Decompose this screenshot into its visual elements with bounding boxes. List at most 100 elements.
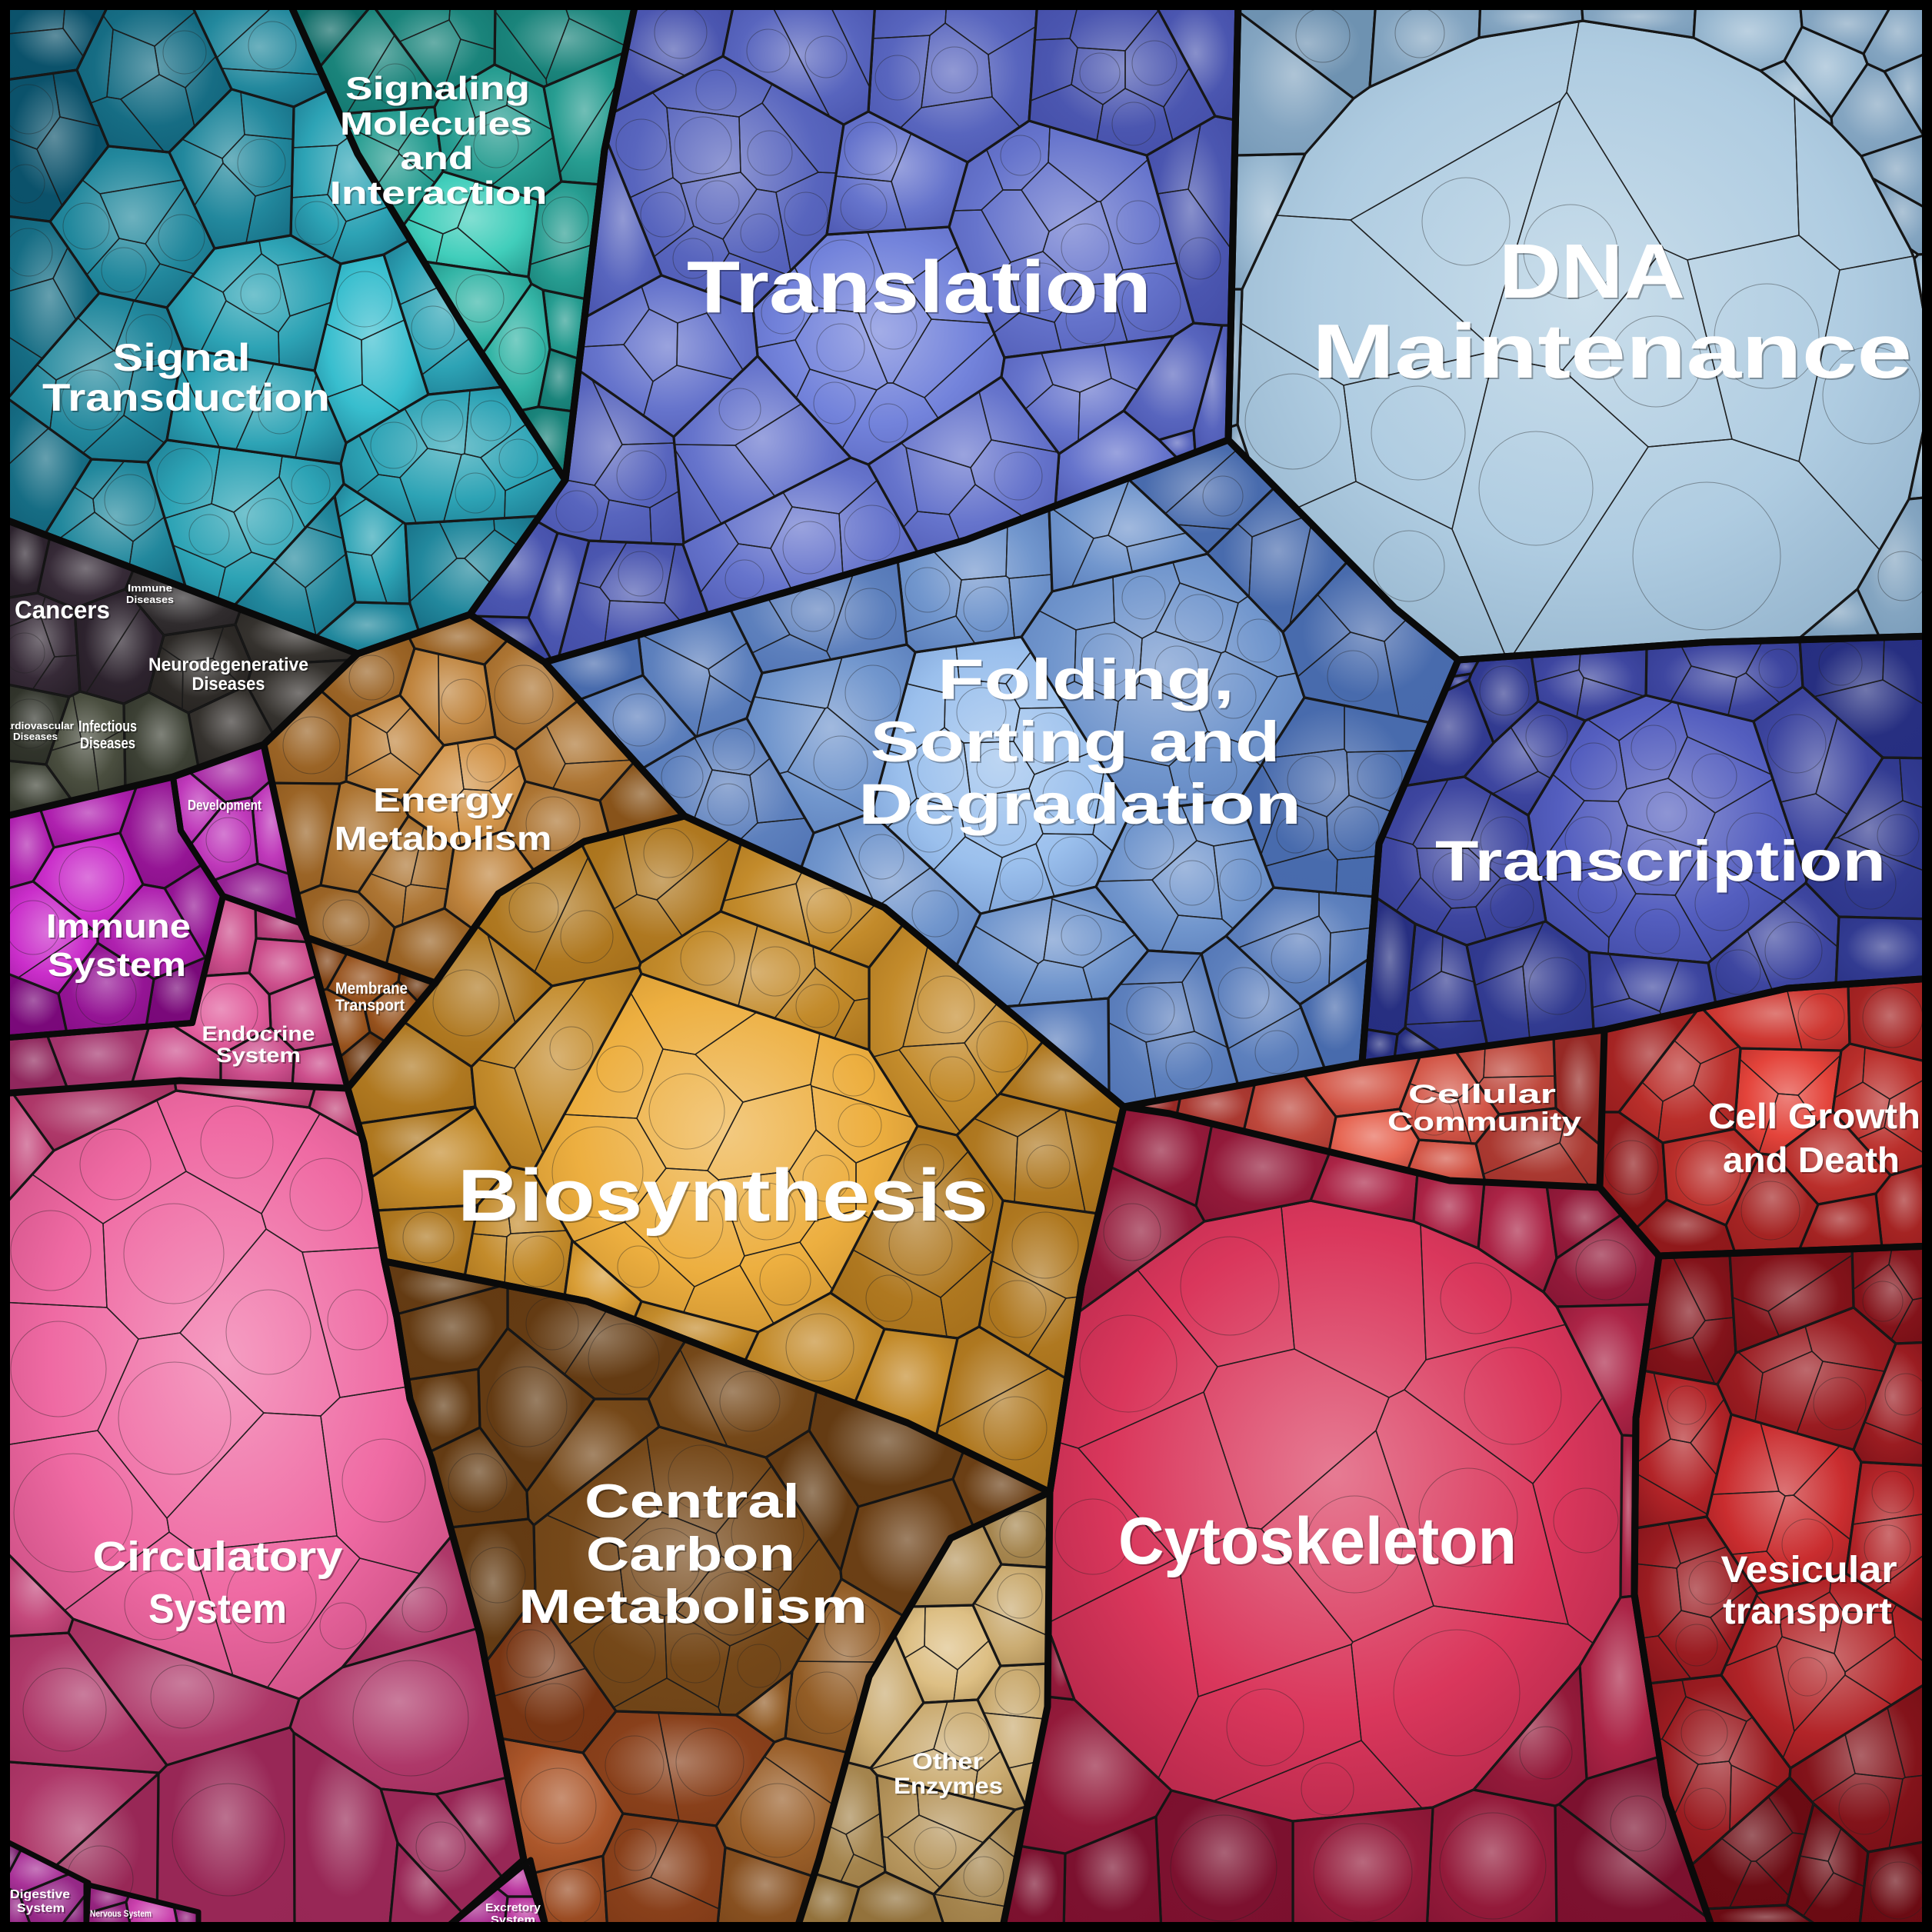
svg-text:Maintenance: Maintenance — [1314, 310, 1914, 396]
svg-text:Diseases: Diseases — [192, 674, 265, 695]
svg-text:Transduction: Transduction — [44, 378, 331, 421]
svg-text:Enzymes: Enzymes — [894, 1774, 1003, 1799]
svg-text:Translation: Translation — [688, 248, 1153, 330]
svg-text:System: System — [18, 1904, 66, 1917]
svg-text:Digestive: Digestive — [12, 1890, 72, 1903]
svg-text:Diseases: Diseases — [80, 735, 135, 752]
svg-text:Transport: Transport — [335, 997, 405, 1014]
svg-text:Infectious: Infectious — [78, 718, 137, 735]
svg-text:Energy: Energy — [375, 783, 515, 821]
svg-text:Diseases: Diseases — [126, 594, 174, 605]
svg-text:Folding,: Folding, — [938, 648, 1234, 711]
svg-text:and Death: and Death — [1724, 1141, 1901, 1181]
svg-text:Folding,: Folding, — [939, 649, 1236, 713]
svg-text:Carbon: Carbon — [586, 1528, 795, 1581]
svg-text:Immune: Immune — [128, 582, 172, 594]
svg-text:Molecules: Molecules — [340, 105, 532, 142]
svg-text:Biosynthesis: Biosynthesis — [459, 1156, 990, 1238]
svg-text:Immune: Immune — [48, 909, 192, 947]
svg-text:Diseases: Diseases — [128, 595, 175, 607]
svg-text:Carbon: Carbon — [588, 1530, 797, 1583]
svg-text:Cardiovascular: Cardiovascular — [0, 720, 74, 731]
svg-text:Sorting and: Sorting and — [871, 710, 1281, 774]
svg-text:Cell Growth: Cell Growth — [1710, 1098, 1922, 1138]
svg-text:Central: Central — [586, 1477, 801, 1530]
svg-text:Nervous System: Nervous System — [90, 1908, 152, 1919]
svg-text:transport: transport — [1723, 1591, 1892, 1632]
svg-text:Signal: Signal — [115, 338, 252, 381]
svg-text:Transcription: Transcription — [1437, 831, 1887, 894]
svg-text:Cancers: Cancers — [15, 596, 110, 624]
svg-text:Neurodegenerative: Neurodegenerative — [148, 655, 308, 675]
svg-text:Metabolism: Metabolism — [335, 820, 552, 858]
svg-text:Other: Other — [912, 1749, 983, 1774]
svg-text:Diseases: Diseases — [15, 732, 59, 744]
svg-text:and: and — [401, 140, 474, 176]
svg-text:and Death: and Death — [1723, 1140, 1900, 1180]
svg-text:Immune: Immune — [46, 908, 191, 945]
svg-text:Degradation: Degradation — [860, 774, 1303, 838]
svg-text:Vesicular: Vesicular — [1721, 1550, 1897, 1591]
svg-text:System: System — [218, 1045, 302, 1068]
svg-text:Diseases: Diseases — [82, 737, 137, 754]
svg-text:Enzymes: Enzymes — [895, 1775, 1004, 1800]
svg-text:Endocrine: Endocrine — [204, 1024, 317, 1047]
svg-text:System: System — [17, 1902, 65, 1915]
svg-text:Development: Development — [188, 798, 261, 813]
svg-text:Nervous System: Nervous System — [92, 1910, 153, 1920]
svg-text:Interaction: Interaction — [331, 176, 549, 212]
svg-text:DNA: DNA — [1499, 228, 1685, 315]
svg-text:and: and — [402, 142, 475, 178]
svg-text:System: System — [148, 1586, 287, 1632]
svg-text:Community: Community — [1387, 1108, 1581, 1137]
svg-text:Infectious: Infectious — [80, 720, 138, 737]
svg-text:Diseases: Diseases — [194, 675, 267, 696]
svg-text:Transduction: Transduction — [42, 376, 330, 419]
svg-text:Membrane: Membrane — [337, 981, 409, 999]
svg-text:Cell Growth: Cell Growth — [1708, 1096, 1920, 1136]
svg-text:Circulatory: Circulatory — [93, 1534, 343, 1580]
svg-text:Molecules: Molecules — [341, 107, 534, 143]
svg-text:Cytoskeleton: Cytoskeleton — [1120, 1506, 1518, 1580]
svg-text:Digestive: Digestive — [10, 1888, 70, 1901]
svg-text:System: System — [48, 946, 186, 984]
svg-text:Biosynthesis: Biosynthesis — [458, 1154, 988, 1237]
svg-text:Cellular: Cellular — [1408, 1080, 1556, 1109]
svg-text:Cardiovascular: Cardiovascular — [0, 721, 75, 733]
svg-text:Development: Development — [189, 799, 263, 814]
svg-text:Metabolism: Metabolism — [518, 1581, 868, 1634]
svg-text:Vesicular: Vesicular — [1723, 1551, 1899, 1592]
svg-text:Interaction: Interaction — [330, 175, 548, 211]
svg-text:Degradation: Degradation — [858, 772, 1301, 836]
svg-text:Community: Community — [1389, 1109, 1583, 1138]
svg-text:Other: Other — [914, 1750, 984, 1776]
svg-text:Energy: Energy — [373, 781, 514, 819]
svg-text:transport: transport — [1724, 1593, 1894, 1634]
svg-text:Transcription: Transcription — [1435, 829, 1886, 893]
svg-text:Metabolism: Metabolism — [520, 1582, 869, 1635]
svg-text:Central: Central — [585, 1475, 800, 1528]
svg-text:Diseases: Diseases — [13, 731, 58, 742]
svg-text:Excretory: Excretory — [485, 1901, 541, 1914]
svg-text:Circulatory: Circulatory — [95, 1535, 345, 1581]
svg-text:Transport: Transport — [337, 998, 406, 1016]
svg-text:Cellular: Cellular — [1410, 1081, 1557, 1111]
svg-text:Immune: Immune — [129, 584, 174, 595]
svg-text:Cancers: Cancers — [16, 598, 112, 625]
svg-text:Endocrine: Endocrine — [202, 1022, 315, 1045]
svg-text:Cytoskeleton: Cytoskeleton — [1118, 1504, 1517, 1578]
svg-text:Maintenance: Maintenance — [1312, 308, 1912, 395]
svg-text:Excretory: Excretory — [487, 1903, 543, 1916]
svg-text:Signaling: Signaling — [347, 72, 531, 108]
svg-text:DNA: DNA — [1501, 230, 1687, 316]
svg-text:Signal: Signal — [113, 336, 251, 379]
svg-text:Metabolism: Metabolism — [336, 821, 554, 859]
svg-text:System: System — [150, 1587, 288, 1634]
svg-text:System: System — [49, 948, 188, 985]
svg-text:Membrane: Membrane — [335, 980, 408, 998]
svg-text:Translation: Translation — [687, 246, 1151, 328]
svg-text:Neurodegenerative: Neurodegenerative — [150, 656, 310, 677]
svg-text:System: System — [216, 1044, 301, 1067]
svg-text:Sorting and: Sorting and — [872, 711, 1282, 775]
svg-text:Signaling: Signaling — [345, 70, 530, 106]
